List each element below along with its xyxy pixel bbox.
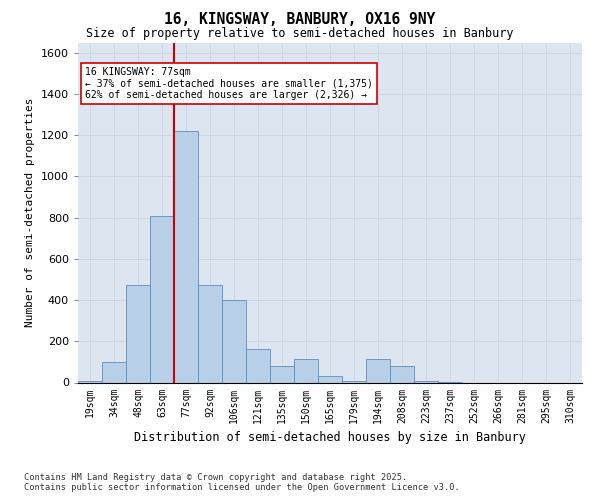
Bar <box>222 300 246 382</box>
Bar <box>126 284 150 382</box>
Text: 16, KINGSWAY, BANBURY, OX16 9NY: 16, KINGSWAY, BANBURY, OX16 9NY <box>164 12 436 28</box>
Bar <box>198 284 222 382</box>
Text: Contains HM Land Registry data © Crown copyright and database right 2025.
Contai: Contains HM Land Registry data © Crown c… <box>24 473 460 492</box>
Bar <box>102 362 126 382</box>
X-axis label: Distribution of semi-detached houses by size in Banbury: Distribution of semi-detached houses by … <box>134 431 526 444</box>
Bar <box>318 376 342 382</box>
Bar <box>294 359 318 382</box>
Bar <box>366 359 390 382</box>
Y-axis label: Number of semi-detached properties: Number of semi-detached properties <box>25 98 35 327</box>
Bar <box>150 216 174 382</box>
Bar <box>174 131 198 382</box>
Text: 16 KINGSWAY: 77sqm
← 37% of semi-detached houses are smaller (1,375)
62% of semi: 16 KINGSWAY: 77sqm ← 37% of semi-detache… <box>85 67 373 100</box>
Bar <box>390 366 414 382</box>
Bar <box>270 366 294 382</box>
Bar <box>246 348 270 382</box>
Text: Size of property relative to semi-detached houses in Banbury: Size of property relative to semi-detach… <box>86 28 514 40</box>
